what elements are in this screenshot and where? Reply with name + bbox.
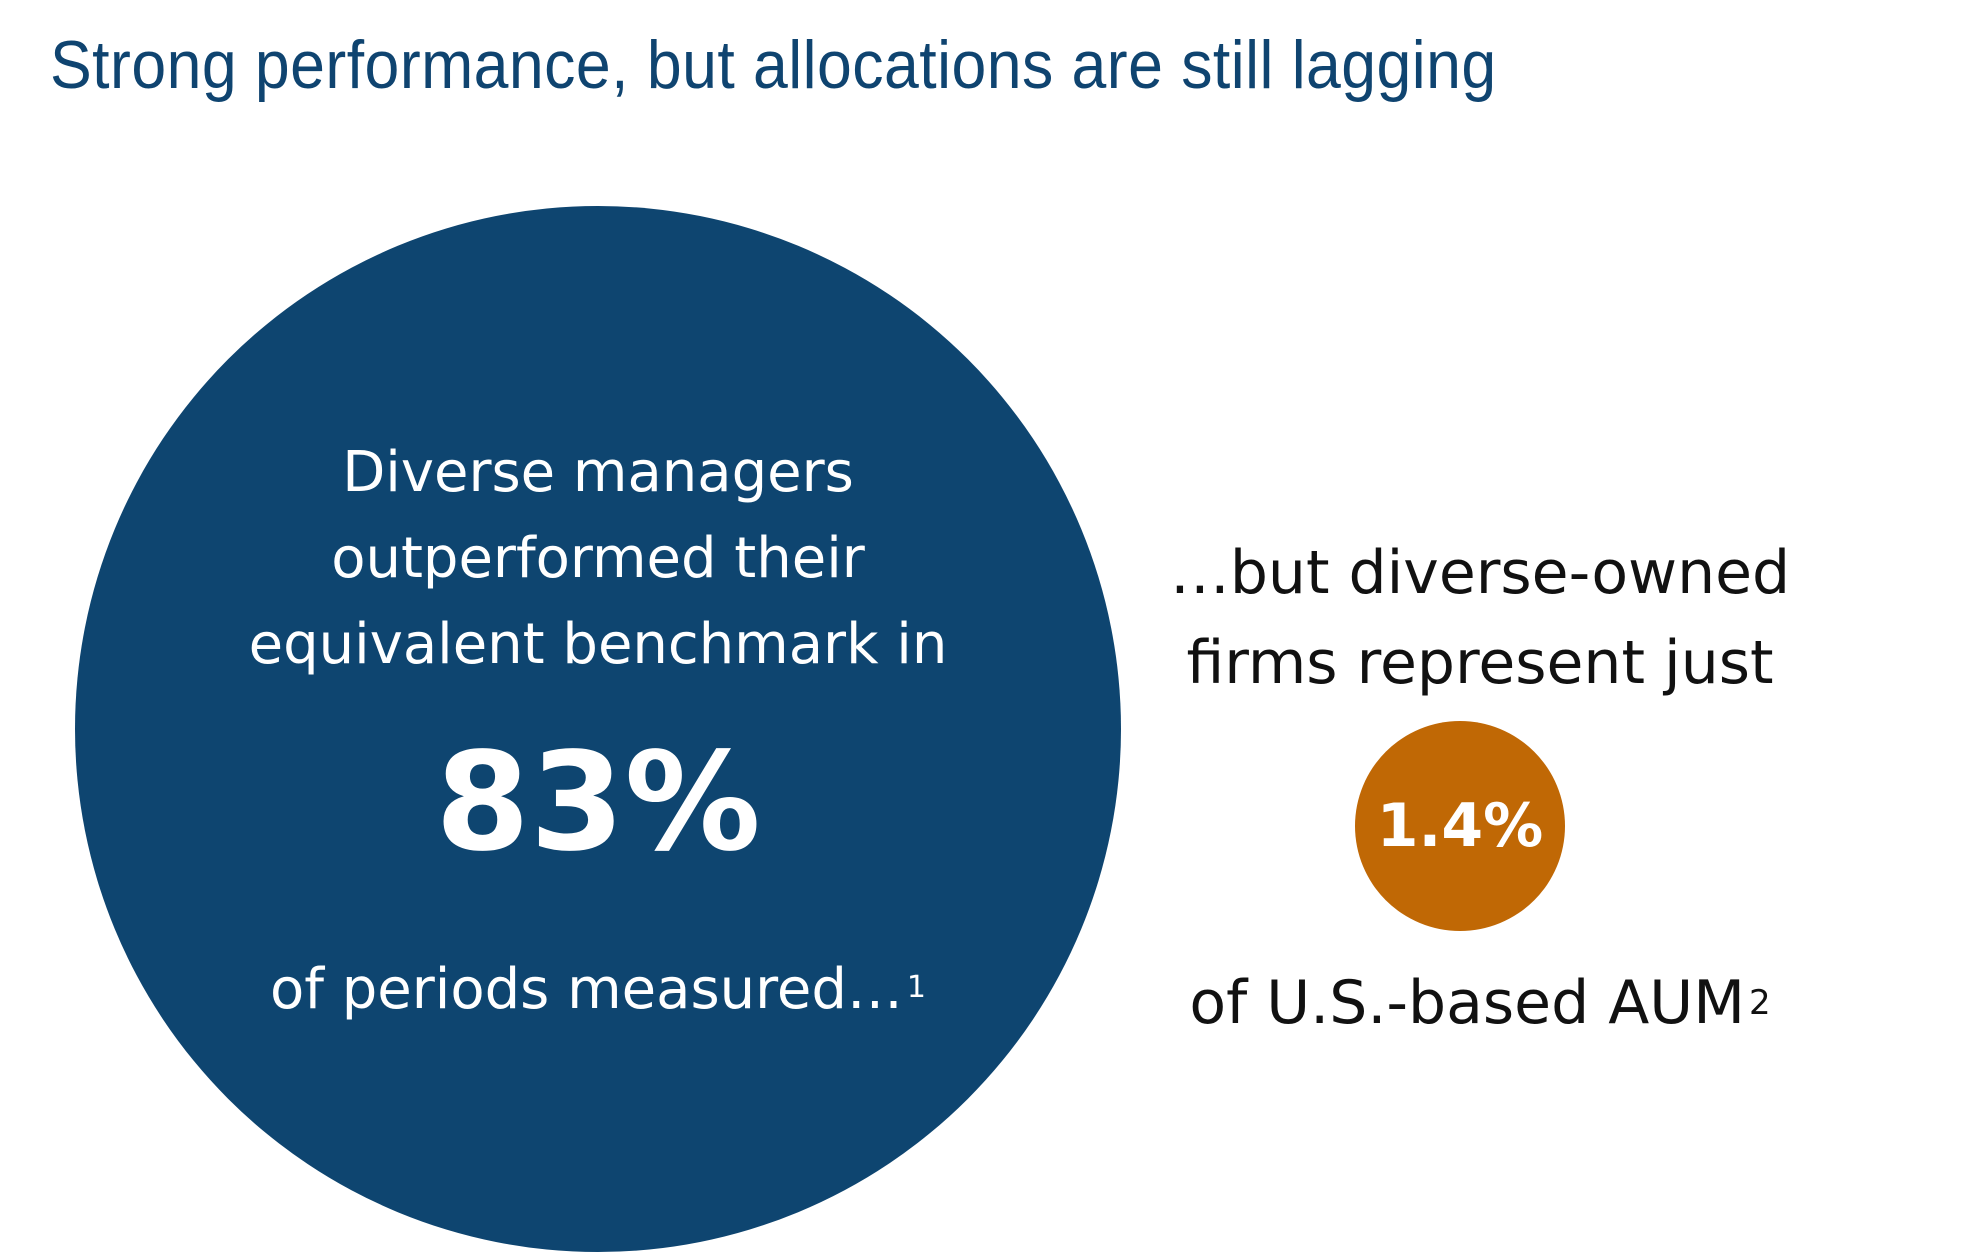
secondary-stat-tail-text: of U.S.-based AUM	[1189, 968, 1745, 1038]
primary-stat-lead-line: equivalent benchmark in	[248, 612, 948, 677]
primary-stat-lead: Diverse managers outperformed their equi…	[95, 430, 1101, 688]
primary-stat-value: 83%	[435, 724, 761, 882]
primary-stat-lead-line: Diverse managers	[342, 440, 854, 505]
footnote-marker-1: 1	[906, 970, 927, 1005]
secondary-stat-value: 1.4%	[1376, 791, 1544, 861]
secondary-stat-tail: of U.S.-based AUM 2	[1140, 958, 1820, 1048]
primary-stat-lead-line: outperformed their	[331, 526, 865, 591]
primary-stat-circle	[75, 206, 1121, 1252]
secondary-stat-lead-line: …but diverse-owned	[1169, 538, 1791, 608]
secondary-stat-lead: …but diverse-owned firms represent just	[1140, 528, 1820, 708]
primary-stat-tail-text: of periods measured…	[269, 957, 903, 1022]
secondary-stat-lead-line: firms represent just	[1186, 628, 1774, 698]
secondary-stat-circle: 1.4%	[1355, 721, 1565, 931]
footnote-marker-2: 2	[1748, 983, 1771, 1023]
primary-stat-tail: of periods measured… 1	[95, 950, 1101, 1030]
slide-title: Strong performance, but allocations are …	[50, 27, 1497, 103]
